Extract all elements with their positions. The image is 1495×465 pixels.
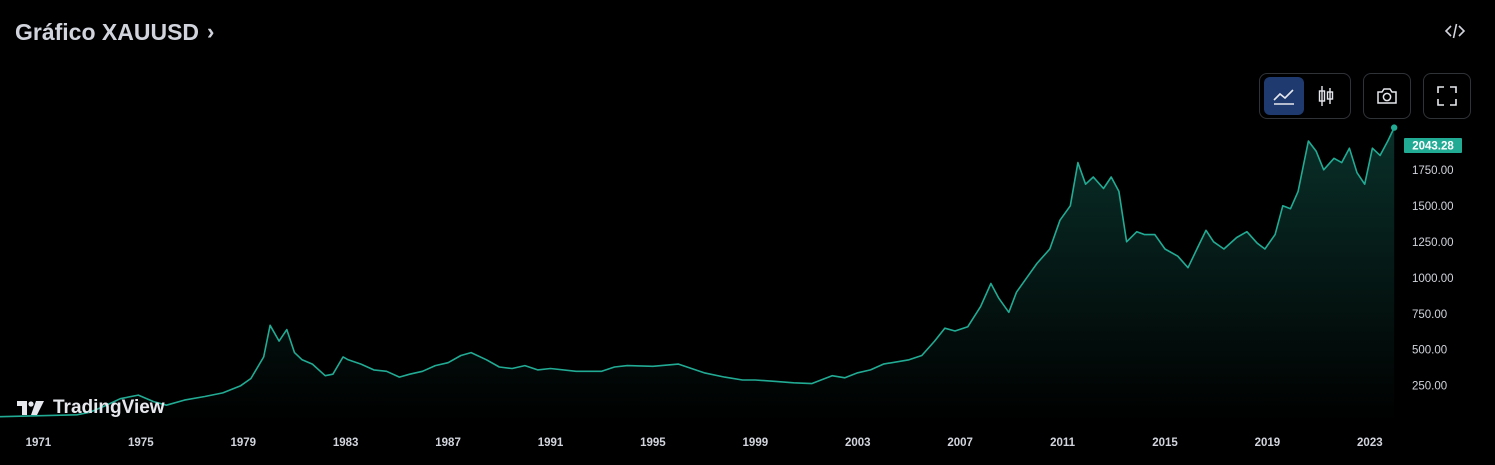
y-tick-label: 1000.00 xyxy=(1412,273,1454,285)
last-price-label: 2043.28 xyxy=(1412,141,1454,153)
chevron-right-icon: › xyxy=(207,19,215,44)
fullscreen-icon xyxy=(1437,86,1457,106)
y-tick-label: 250.00 xyxy=(1412,381,1447,393)
x-tick-label: 1991 xyxy=(538,437,564,449)
area-chart-icon xyxy=(1273,89,1294,105)
price-area-fill xyxy=(0,127,1395,422)
x-axis: 1971 1975 1979 1983 1987 1991 1995 1999 2003 2007… xyxy=(26,437,1383,449)
y-tick-label: 750.00 xyxy=(1412,309,1447,321)
last-price-dot xyxy=(1390,124,1398,131)
tradingview-logo-icon xyxy=(17,401,44,415)
y-axis: 1750.00 1500.00 1250.00 1000.00 750.00 500.00… xyxy=(1412,165,1454,393)
embed-code-button[interactable] xyxy=(1441,20,1469,42)
x-tick-label: 1979 xyxy=(230,437,256,449)
price-line xyxy=(0,127,1395,418)
x-tick-label: 2019 xyxy=(1255,437,1281,449)
x-tick-label: 1987 xyxy=(435,437,461,449)
screenshot-button[interactable] xyxy=(1363,73,1411,119)
x-tick-label: 1971 xyxy=(26,437,52,449)
page-title: Gráfico XAUUSD xyxy=(15,18,200,45)
logo-text: TradingView xyxy=(53,397,165,418)
y-tick-label: 1250.00 xyxy=(1412,237,1454,249)
x-tick-label: 2007 xyxy=(947,437,973,449)
x-tick-label: 1999 xyxy=(743,437,769,449)
last-price-tag: 2043.28 xyxy=(1404,138,1462,153)
area-chart-button[interactable] xyxy=(1264,77,1304,115)
x-tick-label: 1975 xyxy=(128,437,154,449)
x-tick-label: 2003 xyxy=(845,437,871,449)
x-tick-label: 2023 xyxy=(1357,437,1383,449)
code-icon xyxy=(1444,23,1466,39)
chart-title-link[interactable]: Gráfico XAUUSD › xyxy=(15,14,214,50)
y-tick-label: 1500.00 xyxy=(1412,201,1454,213)
candlestick-icon xyxy=(1318,86,1334,106)
x-tick-label: 2015 xyxy=(1152,437,1178,449)
candlestick-chart-button[interactable] xyxy=(1306,77,1346,115)
fullscreen-button[interactable] xyxy=(1423,73,1471,119)
x-tick-label: 1995 xyxy=(640,437,666,449)
tradingview-logo[interactable]: TradingView xyxy=(16,397,165,419)
y-tick-label: 1750.00 xyxy=(1412,165,1454,177)
x-tick-label: 2011 xyxy=(1050,437,1076,449)
x-tick-label: 1983 xyxy=(333,437,359,449)
chart-toolbar xyxy=(1259,73,1471,119)
camera-icon xyxy=(1377,88,1397,104)
y-tick-label: 500.00 xyxy=(1412,345,1447,357)
chart-type-group xyxy=(1259,73,1351,119)
